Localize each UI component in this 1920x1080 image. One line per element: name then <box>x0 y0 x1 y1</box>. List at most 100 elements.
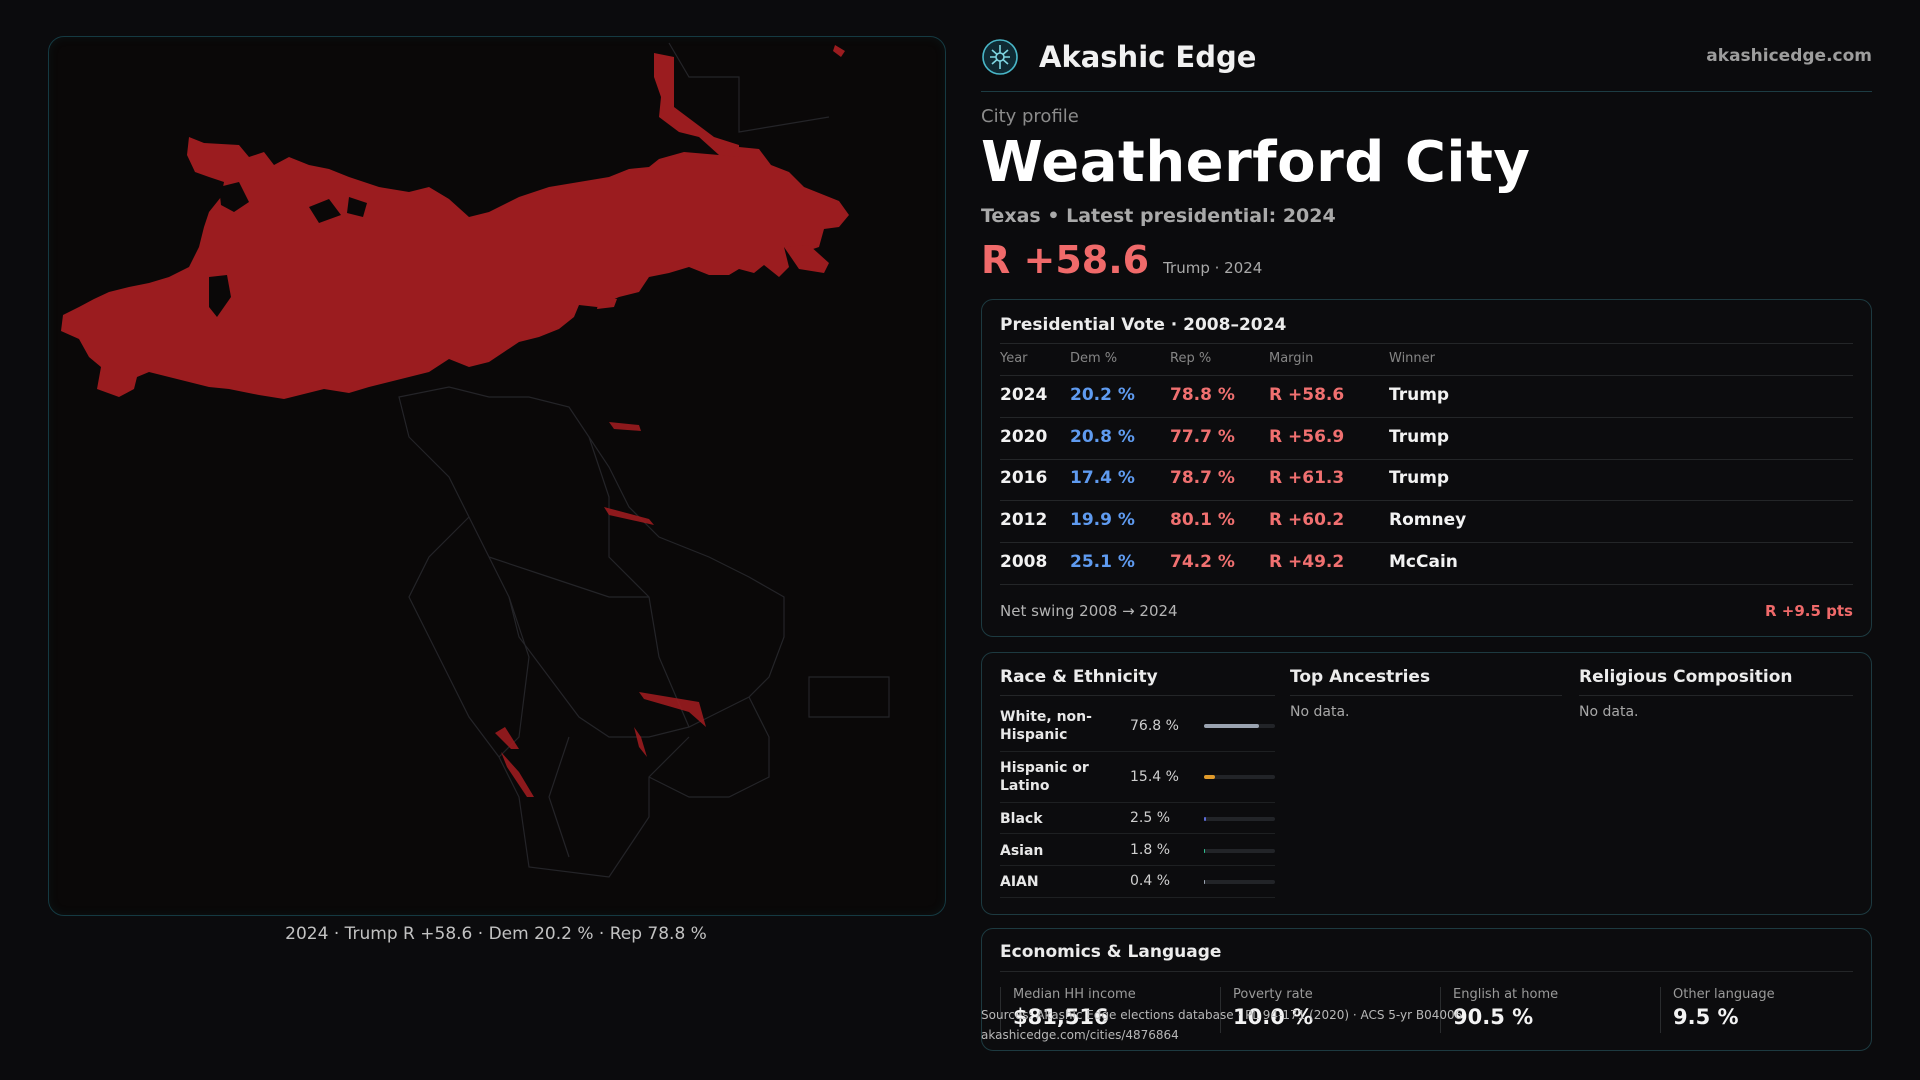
stat-poverty-rate: Poverty rate 10.0 % <box>1220 987 1440 1033</box>
demographics-card: Race & Ethnicity White, non-Hispanic 76.… <box>981 652 1872 915</box>
race-bar <box>1204 817 1275 821</box>
year: 2008 <box>1000 552 1048 572</box>
presidential-vote-card: Presidential Vote · 2008–2024 Year Dem %… <box>981 299 1872 637</box>
map-caption: 2024 · Trump R +58.6 · Dem 20.2 % · Rep … <box>285 924 707 944</box>
margin: R +61.3 <box>1269 468 1345 488</box>
state-and-election: Texas • Latest presidential: 2024 <box>981 205 1336 227</box>
city-map[interactable] <box>49 37 945 915</box>
margin: R +49.2 <box>1269 552 1345 572</box>
divider <box>1000 751 1275 752</box>
stat-value: 10.0 % <box>1233 1005 1314 1029</box>
rep-pct: 80.1 % <box>1170 510 1235 530</box>
race-bar <box>1204 724 1275 728</box>
race-bar-fill <box>1204 724 1259 728</box>
stat-value: $81,516 <box>1013 1005 1109 1029</box>
source-footer: Sources: Akashic Edge elections database… <box>981 1005 1462 1045</box>
religion-title: Religious Composition <box>1579 667 1793 687</box>
religion-column: Religious Composition No data. <box>1579 653 1853 914</box>
brand-name: Akashic Edge <box>1039 40 1257 74</box>
race-value: 15.4 % <box>1130 769 1179 785</box>
divider <box>1290 695 1562 696</box>
race-bar <box>1204 775 1275 779</box>
winner: Trump <box>1389 385 1450 405</box>
brand-url-link[interactable]: akashicedge.com <box>1706 46 1872 66</box>
col-year: Year <box>1000 351 1028 366</box>
economics-title: Economics & Language <box>1000 942 1222 962</box>
ancestries-column: Top Ancestries No data. <box>1290 653 1562 914</box>
stat-label: Other language <box>1673 987 1775 1002</box>
religion-empty: No data. <box>1579 704 1639 720</box>
winner: Trump <box>1389 468 1450 488</box>
net-swing-label: Net swing 2008 → 2024 <box>1000 602 1178 620</box>
race-title: Race & Ethnicity <box>1000 667 1158 687</box>
race-label: Black <box>1000 811 1043 827</box>
map-holes <box>209 182 367 317</box>
stat-value: 90.5 % <box>1453 1005 1534 1029</box>
divider <box>1000 459 1853 460</box>
divider <box>1000 833 1275 834</box>
race-bar <box>1204 849 1275 853</box>
rep-pct: 78.7 % <box>1170 468 1235 488</box>
headline-margin: R +58.6 Trump · 2024 <box>981 238 1262 282</box>
economics-card: Economics & Language Median HH income $8… <box>981 928 1872 1051</box>
race-label: Asian <box>1000 843 1044 859</box>
source-text: Sources: Akashic Edge elections database… <box>981 1008 1463 1022</box>
vote-card-title: Presidential Vote · 2008–2024 <box>1000 315 1287 335</box>
ancestries-empty: No data. <box>1290 704 1350 720</box>
stat-divider <box>1440 987 1441 1033</box>
margin-note: Trump · 2024 <box>1163 259 1263 277</box>
header-divider <box>981 91 1872 92</box>
margin-value: R +58.6 <box>981 238 1150 282</box>
divider <box>1000 542 1853 543</box>
col-winner: Winner <box>1389 351 1436 366</box>
stat-english-at-home: English at home 90.5 % <box>1440 987 1660 1033</box>
dem-pct: 25.1 % <box>1070 552 1135 572</box>
winner: McCain <box>1389 552 1458 572</box>
race-label: Hispanic or Latino <box>1000 760 1089 794</box>
rep-pct: 77.7 % <box>1170 427 1235 447</box>
margin: R +60.2 <box>1269 510 1345 530</box>
divider <box>1000 897 1275 898</box>
col-dem: Dem % <box>1070 351 1118 366</box>
divider <box>1000 695 1275 696</box>
red-precincts <box>61 45 849 797</box>
margin: R +56.9 <box>1269 427 1345 447</box>
divider <box>1000 417 1853 418</box>
net-swing-value: R +9.5 pts <box>1765 602 1853 620</box>
race-value: 76.8 % <box>1130 718 1179 734</box>
city-permalink[interactable]: akashicedge.com/cities/4876864 <box>981 1028 1179 1042</box>
dem-pct: 19.9 % <box>1070 510 1135 530</box>
dem-pct: 17.4 % <box>1070 468 1135 488</box>
divider <box>1000 343 1853 344</box>
race-ethnicity-column: Race & Ethnicity White, non-Hispanic 76.… <box>1000 653 1275 914</box>
divider <box>1000 584 1853 585</box>
precinct-boundaries <box>398 42 890 878</box>
dem-pct: 20.2 % <box>1070 385 1135 405</box>
year: 2012 <box>1000 510 1048 530</box>
divider <box>1000 971 1853 972</box>
stat-label: Median HH income <box>1013 987 1136 1002</box>
stat-other-language: Other language 9.5 % <box>1660 987 1860 1033</box>
stat-median-income: Median HH income $81,516 <box>1000 987 1220 1033</box>
page-kicker: City profile <box>981 106 1079 127</box>
race-value: 1.8 % <box>1130 842 1171 858</box>
year: 2020 <box>1000 427 1048 447</box>
col-rep: Rep % <box>1170 351 1212 366</box>
stat-value: 9.5 % <box>1673 1005 1739 1029</box>
race-label: AIAN <box>1000 874 1039 890</box>
race-bar-fill <box>1204 775 1215 779</box>
stat-label: English at home <box>1453 987 1559 1002</box>
brand[interactable]: Akashic Edge <box>981 38 1256 76</box>
year: 2016 <box>1000 468 1048 488</box>
divider <box>1579 695 1853 696</box>
rep-pct: 78.8 % <box>1170 385 1235 405</box>
map-panel[interactable] <box>48 36 946 916</box>
col-margin: Margin <box>1269 351 1314 366</box>
divider <box>1000 375 1853 376</box>
race-value: 0.4 % <box>1130 873 1171 889</box>
ancestries-title: Top Ancestries <box>1290 667 1431 687</box>
winner: Romney <box>1389 510 1467 530</box>
stat-label: Poverty rate <box>1233 987 1313 1002</box>
page-title: Weatherford City <box>981 130 1531 195</box>
year: 2024 <box>1000 385 1048 405</box>
